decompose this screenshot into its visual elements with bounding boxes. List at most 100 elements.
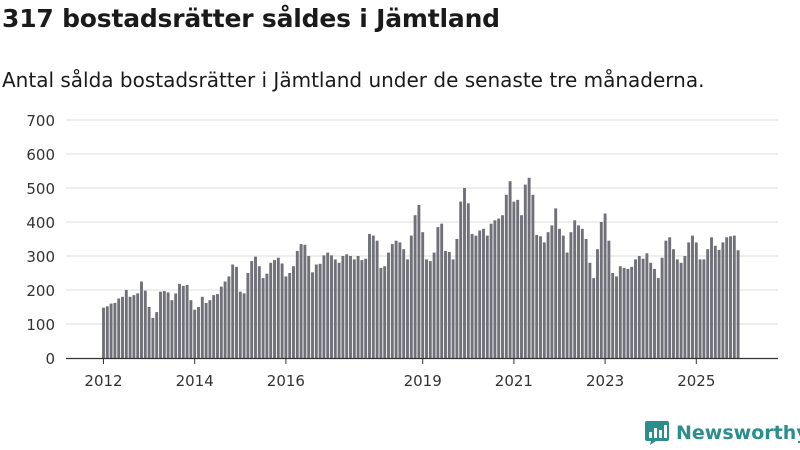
bar xyxy=(147,307,151,358)
bar xyxy=(413,215,417,358)
bar xyxy=(364,258,368,358)
bar xyxy=(223,281,227,358)
y-axis-tick-labels: 0 100 200 300 400 500 600 700 xyxy=(26,112,55,368)
bar xyxy=(356,256,360,358)
bar xyxy=(288,273,292,358)
bar xyxy=(656,278,660,358)
x-axis: 2012 2014 2016 2019 2021 2023 2025 xyxy=(66,357,778,390)
bar xyxy=(649,262,653,358)
bar xyxy=(573,220,577,358)
bar xyxy=(679,262,683,358)
bar xyxy=(250,261,254,358)
bar xyxy=(117,298,121,358)
bar xyxy=(713,245,717,358)
bar xyxy=(459,201,463,358)
bar xyxy=(113,302,117,358)
bar xyxy=(333,259,337,358)
bar xyxy=(166,292,170,358)
bar xyxy=(109,303,113,358)
bar xyxy=(292,266,295,358)
bar xyxy=(390,244,394,358)
x-tick-label: 2021 xyxy=(495,372,533,390)
bar xyxy=(387,252,390,358)
bar xyxy=(615,276,618,358)
bar xyxy=(330,255,333,358)
x-tick-label: 2014 xyxy=(176,372,214,390)
bar xyxy=(641,258,645,358)
bar xyxy=(352,259,356,358)
bar xyxy=(432,252,436,358)
bar xyxy=(242,293,246,358)
bar xyxy=(227,276,231,358)
brand-name: Newsworthy xyxy=(676,422,800,444)
bar xyxy=(497,218,501,358)
bar xyxy=(725,237,729,358)
bar xyxy=(580,228,584,358)
bar xyxy=(463,188,466,358)
bar xyxy=(174,293,178,358)
bar xyxy=(197,307,200,358)
bar xyxy=(455,239,459,358)
bar xyxy=(501,215,504,358)
y-tick-label: 300 xyxy=(26,248,55,266)
bar xyxy=(318,263,322,358)
bar xyxy=(622,267,626,358)
chart-subtitle: Antal sålda bostadsrätter i Jämtland und… xyxy=(2,68,705,92)
bar xyxy=(261,278,265,358)
bar xyxy=(508,181,512,358)
bar xyxy=(246,273,250,358)
bar xyxy=(337,262,341,358)
bar xyxy=(539,236,542,358)
bar xyxy=(683,256,687,358)
bar xyxy=(546,232,550,358)
bar xyxy=(303,244,307,358)
bar xyxy=(189,300,193,358)
bar xyxy=(584,239,588,358)
bar xyxy=(493,220,497,358)
bar xyxy=(618,266,622,358)
bar xyxy=(691,235,694,358)
x-tick-label: 2023 xyxy=(586,372,624,390)
bar xyxy=(421,232,425,358)
bar xyxy=(121,296,124,358)
bar xyxy=(577,225,580,358)
bar xyxy=(702,259,706,358)
bar xyxy=(371,235,375,358)
bar xyxy=(326,252,330,358)
bar xyxy=(474,235,478,358)
bar xyxy=(523,184,527,358)
bar xyxy=(447,251,451,358)
bar xyxy=(485,235,489,358)
bar xyxy=(599,222,603,358)
bar xyxy=(470,233,474,358)
bar xyxy=(554,208,558,358)
bar xyxy=(660,257,664,358)
bar xyxy=(349,256,352,358)
bar xyxy=(368,233,371,358)
bar xyxy=(653,268,656,358)
bar xyxy=(706,249,710,358)
bar-series xyxy=(102,177,740,358)
bar xyxy=(379,267,383,358)
bar xyxy=(626,268,630,358)
bar xyxy=(520,215,523,358)
bar xyxy=(151,317,155,358)
bar xyxy=(178,283,181,358)
bar xyxy=(155,312,159,358)
annotations: 317 xyxy=(727,0,756,4)
bar xyxy=(383,266,387,358)
y-tick-label: 200 xyxy=(26,282,55,300)
brand-logo: Newsworthy xyxy=(644,420,800,446)
bar xyxy=(314,264,318,358)
bar xyxy=(398,242,402,358)
x-tick-label: 2025 xyxy=(677,372,715,390)
bar xyxy=(102,307,105,358)
bar xyxy=(132,295,136,358)
bar xyxy=(238,291,242,358)
y-tick-label: 600 xyxy=(26,146,55,164)
bar xyxy=(592,278,596,358)
bar xyxy=(219,286,223,358)
bar xyxy=(516,199,520,358)
bar xyxy=(732,235,736,358)
bar xyxy=(672,249,675,358)
